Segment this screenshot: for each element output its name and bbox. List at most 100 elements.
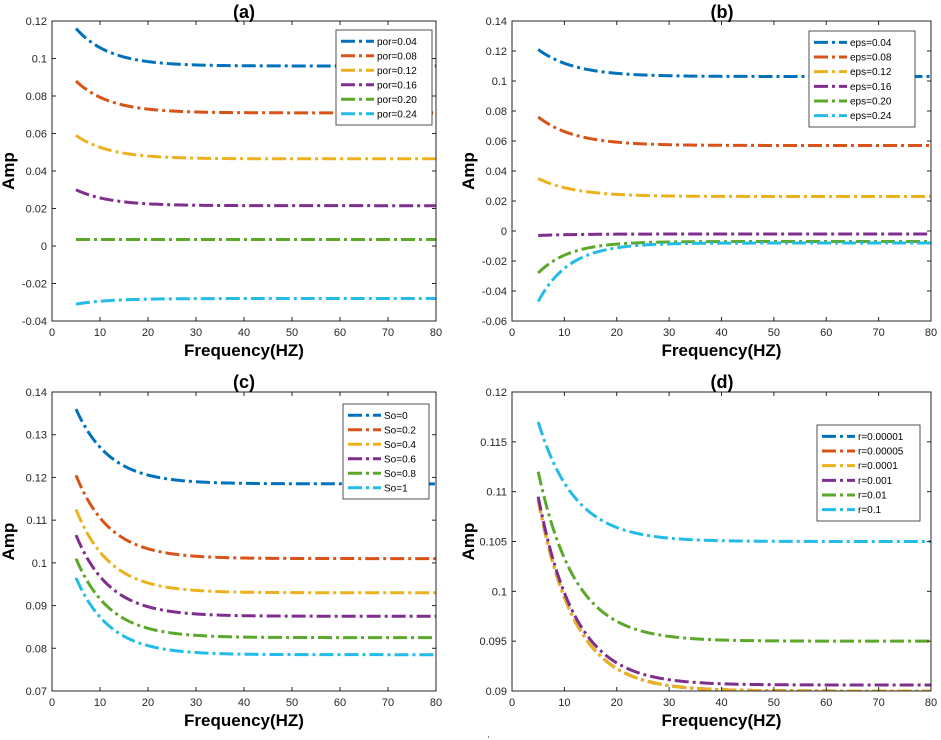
- y-tick-label: 0.06: [486, 136, 507, 148]
- x-tick-label: 30: [190, 327, 202, 339]
- chart-panel-b: 0 10 20 30 40 50 60 70 80 -0.06 -0.04 -0.02 0 0.02 0.0…: [459, 2, 937, 360]
- y-tick-label: -0.02: [482, 256, 507, 268]
- y-axis-label: Amp: [459, 152, 478, 190]
- series-line-so-1: [74, 577, 436, 657]
- panel-title: (c): [233, 372, 255, 392]
- x-tick-label: 40: [238, 327, 250, 339]
- x-tick-label: 50: [768, 697, 780, 709]
- series-line-so-0-6: [74, 534, 436, 618]
- x-tick-label: 20: [142, 327, 154, 339]
- series-line-por-0-16: [75, 188, 436, 208]
- legend-entry: eps=0.20: [850, 97, 892, 108]
- x-tick-label: 80: [925, 327, 937, 339]
- x-tick-label: 60: [820, 697, 832, 709]
- legend-box: [816, 424, 921, 522]
- x-tick-label: 80: [430, 697, 442, 709]
- series-line-eps-0-12: [537, 177, 931, 198]
- x-tick-label: 0: [49, 327, 55, 339]
- y-tick-label: 0.105: [479, 537, 507, 549]
- x-tick-label: 60: [334, 327, 346, 339]
- series-line-eps-0-08: [537, 115, 931, 147]
- legend-entry: eps=0.08: [850, 53, 892, 64]
- legend-entry: eps=0.24: [850, 111, 892, 122]
- legend: So=0 So=0.2 So=0.4 So=0.6 So=0.8 So=1: [342, 403, 430, 500]
- series-line-r-0-01: [536, 471, 931, 643]
- legend-box: [335, 29, 433, 126]
- stray-mark: ,: [487, 729, 490, 740]
- x-tick-label: 30: [190, 697, 202, 709]
- y-tick-label: 0.09: [486, 686, 507, 698]
- y-tick-label: 0.13: [26, 430, 47, 442]
- legend-entry: por=0.24: [377, 109, 417, 120]
- x-tick-label: 30: [663, 327, 675, 339]
- chart-panel-a: 0 10 20 30 40 50 60 70 80 -0.04 -0.02 0 0.02 0.04 0.06…: [0, 2, 442, 360]
- x-tick-label: 20: [611, 697, 623, 709]
- x-tick-label: 50: [768, 327, 780, 339]
- x-tick-label: 40: [715, 697, 727, 709]
- series-line-por-0-24: [75, 297, 436, 306]
- y-tick-label: 0.08: [26, 91, 47, 103]
- y-tick-label: 0.14: [26, 387, 47, 399]
- x-tick-label: 70: [382, 697, 394, 709]
- legend: r=0.00001 r=0.00005 r=0.0001 r=0.001 r=0.01 r…: [816, 424, 921, 522]
- y-axis-label: Amp: [0, 523, 18, 561]
- y-tick-label: 0.12: [26, 16, 47, 28]
- chart-panel-c: 0 10 20 30 40 50 60 70 80 0.07 0.08 0.09 0.1 0.11 0.12…: [0, 372, 442, 730]
- y-tick-label: 0.08: [486, 106, 507, 118]
- legend-entry: eps=0.04: [850, 38, 892, 49]
- series-line-por-0-12: [75, 134, 436, 161]
- y-tick-label: 0.12: [486, 46, 507, 58]
- legend-box: [342, 403, 430, 500]
- x-tick-label: 40: [715, 327, 727, 339]
- x-axis-label: Frequency(HZ): [184, 711, 304, 730]
- series-group: [74, 408, 436, 657]
- y-tick-label: 0.02: [26, 204, 47, 216]
- x-tick-label: 0: [509, 327, 515, 339]
- legend-entry: eps=0.16: [850, 82, 892, 93]
- y-tick-label: 0.1: [492, 76, 507, 88]
- legend-entry: So=0.8: [384, 469, 416, 480]
- y-tick-label: 0.08: [26, 643, 47, 655]
- legend-entry: So=0.6: [384, 454, 416, 465]
- legend-entry: por=0.20: [377, 95, 417, 106]
- x-tick-label: 30: [663, 697, 675, 709]
- y-tick-label: -0.02: [22, 279, 47, 291]
- y-tick-label: 0.09: [26, 601, 47, 613]
- legend-entry: por=0.12: [377, 66, 417, 77]
- legend-entry: So=0.4: [384, 440, 416, 451]
- chart-panel-d: 0 10 20 30 40 50 60 70 80 0.09 0.095 0.1 0.105 0.11 0.…: [459, 372, 937, 730]
- series-line-r-0-001: [536, 496, 931, 687]
- y-axis-label: Amp: [459, 523, 478, 561]
- series-line-so-0-2: [74, 474, 436, 561]
- series-line-eps-0-24: [536, 241, 931, 303]
- y-tick-label: -0.04: [22, 316, 47, 328]
- y-tick-label: 0.06: [26, 129, 47, 141]
- x-tick-label: 20: [611, 327, 623, 339]
- legend-entry: So=0: [384, 411, 408, 422]
- series-line-eps-0-20: [537, 240, 931, 275]
- legend-entry: r=0.001: [858, 476, 893, 487]
- series-group: [536, 48, 931, 303]
- legend-entry: r=0.00001: [858, 432, 904, 443]
- legend: por=0.04 por=0.08 por=0.12 por=0.16 por=0.20…: [335, 29, 433, 126]
- series-line-so-0-8: [74, 557, 436, 640]
- y-tick-label: 0.1: [492, 586, 507, 598]
- legend-entry: por=0.04: [377, 37, 417, 48]
- panel-title: (a): [233, 2, 255, 22]
- y-tick-label: 0.11: [486, 487, 507, 499]
- y-tick-label: 0: [501, 226, 507, 238]
- legend-entry: r=0.01: [858, 491, 887, 502]
- y-tick-label: 0.07: [26, 686, 47, 698]
- legend-entry: por=0.16: [377, 80, 417, 91]
- x-tick-label: 80: [430, 327, 442, 339]
- x-tick-label: 50: [286, 327, 298, 339]
- legend-entry: r=0.1: [858, 505, 882, 516]
- x-tick-label: 40: [238, 697, 250, 709]
- y-tick-label: 0.04: [486, 166, 507, 178]
- x-tick-label: 10: [94, 697, 106, 709]
- y-axis-label: Amp: [0, 152, 18, 190]
- panel-title: (b): [711, 2, 734, 22]
- legend-entry: So=0.2: [384, 425, 416, 436]
- y-tick-label: -0.04: [482, 286, 507, 298]
